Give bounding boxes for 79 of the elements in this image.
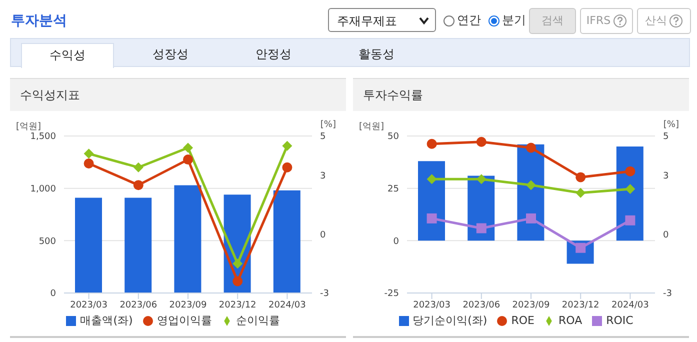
y-tick-label: 0 bbox=[50, 289, 56, 300]
point bbox=[476, 136, 486, 147]
x-tick-label: 2023/09 bbox=[512, 300, 550, 310]
point bbox=[282, 162, 292, 172]
point bbox=[426, 213, 437, 224]
point bbox=[232, 258, 243, 269]
bar bbox=[124, 198, 152, 293]
y-tick-label: 1,000 bbox=[30, 184, 56, 195]
text: 활동성 bbox=[358, 46, 396, 63]
y2-tick-label: 3 bbox=[663, 171, 669, 182]
x-tick-label: 2023/12 bbox=[218, 300, 256, 310]
text: 성장성 bbox=[152, 46, 190, 63]
legend-label: 매출액(좌) bbox=[80, 314, 133, 327]
legend-label: ROA bbox=[558, 314, 582, 327]
legend-label: ROE bbox=[511, 314, 534, 327]
bar bbox=[174, 185, 202, 293]
text: 산식 bbox=[637, 8, 691, 34]
point bbox=[426, 174, 437, 184]
y-tick-label: -25 bbox=[384, 289, 399, 300]
point bbox=[526, 142, 536, 153]
x-tick-label: 2023/12 bbox=[562, 300, 600, 310]
text: IFRS bbox=[580, 8, 633, 34]
bar bbox=[75, 198, 102, 293]
text: 수익성 bbox=[21, 43, 114, 68]
point bbox=[232, 276, 243, 286]
y2-axis-title: [%] bbox=[663, 120, 679, 130]
point bbox=[526, 213, 536, 224]
legend-label: 순이익률 bbox=[236, 314, 280, 327]
point bbox=[426, 138, 437, 149]
point bbox=[183, 142, 193, 153]
x-tick-label: 2023/06 bbox=[120, 300, 158, 310]
point bbox=[183, 154, 193, 165]
legend-label: 영업이익률 bbox=[156, 314, 212, 327]
text: 검색 bbox=[529, 8, 576, 34]
y-tick-label: 0 bbox=[393, 236, 400, 247]
bar bbox=[418, 161, 445, 241]
y-tick-label: 500 bbox=[38, 236, 56, 247]
y2-tick-label: 0 bbox=[320, 230, 326, 240]
x-tick-label: 2024/03 bbox=[612, 300, 649, 310]
bar bbox=[273, 190, 300, 293]
legend-label: 당기순이익(좌) bbox=[412, 314, 488, 327]
chart-title: 수익성지표 bbox=[10, 78, 346, 111]
y2-axis-title: [%] bbox=[320, 120, 336, 130]
y-tick-label: 50 bbox=[388, 132, 400, 142]
y2-tick-label: -3 bbox=[320, 289, 329, 300]
point bbox=[84, 148, 94, 159]
y-axis-title: [억원] bbox=[16, 121, 42, 132]
text: 안정성 bbox=[254, 46, 292, 63]
point bbox=[576, 188, 586, 198]
x-tick-label: 2023/03 bbox=[413, 300, 450, 310]
point bbox=[84, 158, 94, 168]
y2-tick-label: 3 bbox=[320, 171, 326, 182]
point bbox=[133, 180, 144, 190]
point bbox=[576, 172, 586, 182]
text: 투자분석 bbox=[11, 12, 67, 30]
y2-tick-label: 5 bbox=[320, 132, 326, 142]
y2-tick-label: -3 bbox=[663, 289, 672, 300]
y-tick-label: 1,500 bbox=[30, 132, 56, 142]
point bbox=[476, 223, 486, 234]
y-tick-label: 25 bbox=[388, 184, 399, 195]
y2-tick-label: 5 bbox=[663, 132, 669, 142]
x-tick-label: 2023/03 bbox=[70, 300, 108, 310]
point bbox=[625, 166, 636, 176]
text: 연간 bbox=[456, 12, 481, 29]
legend-label: ROIC bbox=[606, 314, 634, 327]
x-tick-label: 2023/09 bbox=[169, 300, 207, 310]
point bbox=[133, 162, 144, 172]
text: 주재무제표 bbox=[328, 8, 436, 32]
point bbox=[526, 180, 536, 190]
x-tick-label: 2024/03 bbox=[268, 300, 306, 310]
point bbox=[625, 184, 636, 194]
point bbox=[282, 140, 292, 151]
y2-tick-label: 0 bbox=[663, 230, 669, 240]
point bbox=[625, 215, 636, 226]
text: 분기 bbox=[501, 12, 526, 29]
x-tick-label: 2023/06 bbox=[462, 300, 500, 310]
y-axis-title: [억원] bbox=[359, 121, 384, 133]
point bbox=[476, 174, 486, 184]
chart-title: 투자수익률 bbox=[353, 78, 689, 111]
